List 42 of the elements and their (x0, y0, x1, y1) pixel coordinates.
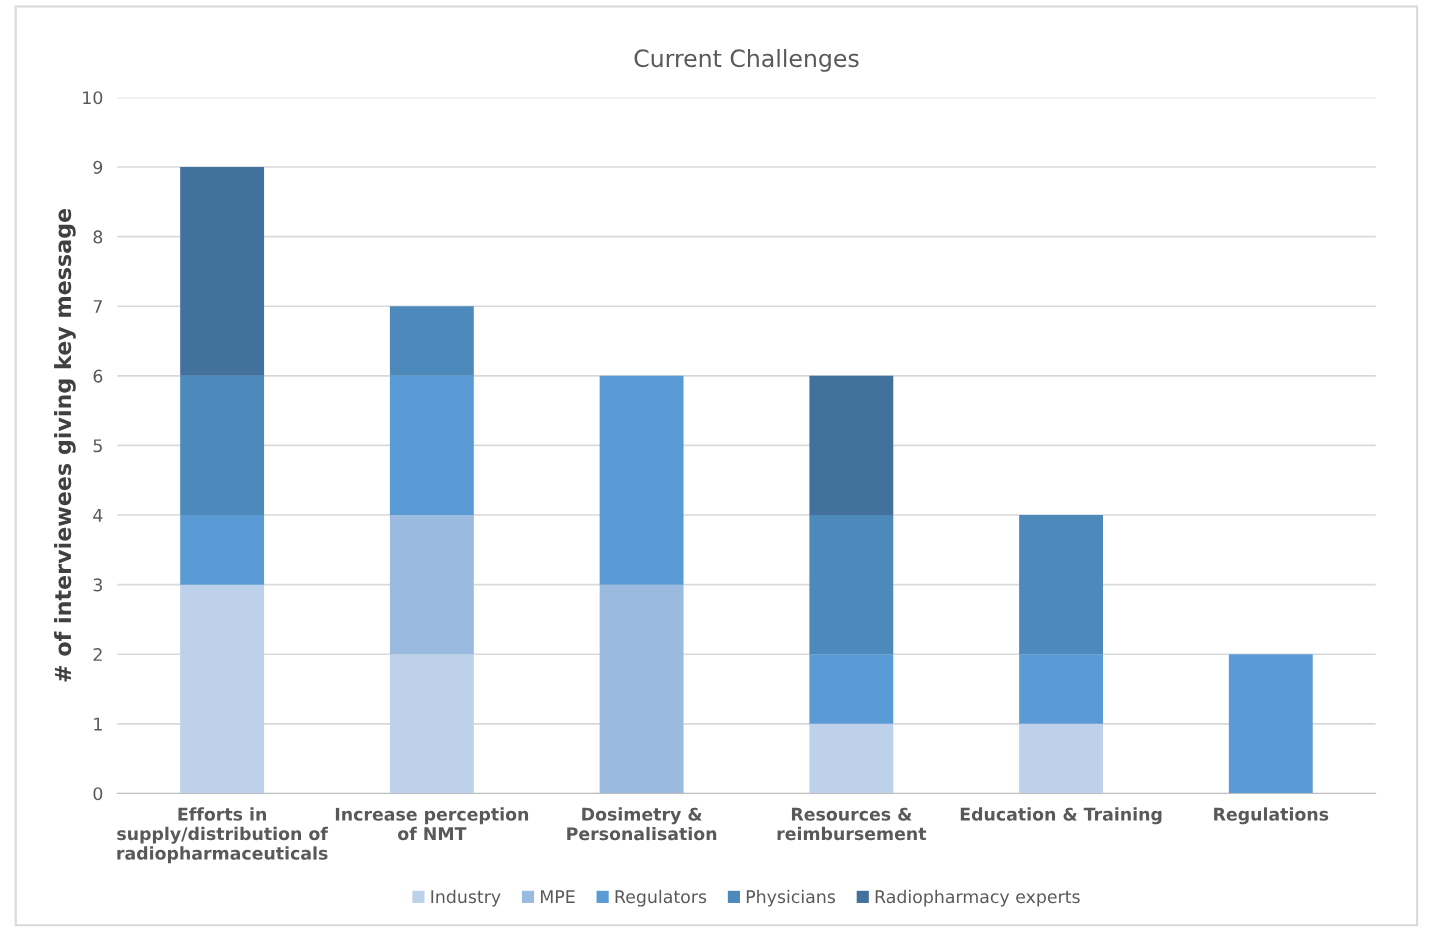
bar (1019, 723, 1104, 794)
bar (809, 723, 894, 794)
x-tick-label: Efforts in supply/distribution of radiopharmaceuticals (117, 807, 329, 864)
y-tick-label: 1 (94, 717, 102, 731)
y-tick-label: 10 (83, 91, 103, 105)
y-tick-label: 6 (93, 369, 103, 383)
legend-label: MPE (541, 890, 575, 903)
legend-label: Physicians (746, 889, 836, 907)
bar (389, 375, 474, 516)
bar (180, 584, 265, 794)
bar (599, 375, 684, 585)
y-tick-label: 2 (93, 647, 102, 661)
y-tick-label: 8 (93, 230, 103, 244)
y-tick-label: 0 (93, 787, 103, 801)
x-tick-label: Regulations (1214, 807, 1329, 825)
chart-title: Current Challenges (634, 48, 859, 72)
bar (809, 654, 894, 724)
bar (389, 654, 474, 794)
legend-label: Industry (431, 889, 501, 907)
bar (389, 515, 474, 655)
x-tick-label: Increase perception of NMT (335, 807, 529, 841)
bar (389, 306, 474, 376)
bar (180, 515, 265, 585)
bar (180, 375, 265, 516)
bar (599, 584, 684, 794)
bar (809, 515, 894, 655)
bar (1019, 515, 1104, 655)
x-tick-label: Dosimetry & Personalisation (567, 807, 717, 841)
legend-label: Regulators (615, 889, 707, 907)
x-tick-label: Resources & reimbursement (777, 807, 927, 841)
legend-label: Radiopharmacy experts (875, 889, 1080, 907)
bar (1228, 654, 1313, 794)
y-tick-label: 5 (93, 439, 102, 453)
bar (1019, 654, 1104, 724)
x-tick-label: Education & Training (960, 807, 1162, 825)
y-tick-label: 9 (93, 160, 103, 174)
y-axis-title: # of interviewees giving key message (54, 208, 76, 682)
y-tick-label: 7 (93, 300, 102, 313)
y-tick-label: 4 (93, 508, 103, 522)
bar (809, 375, 894, 516)
y-tick-label: 3 (93, 578, 102, 592)
bar (180, 167, 265, 376)
